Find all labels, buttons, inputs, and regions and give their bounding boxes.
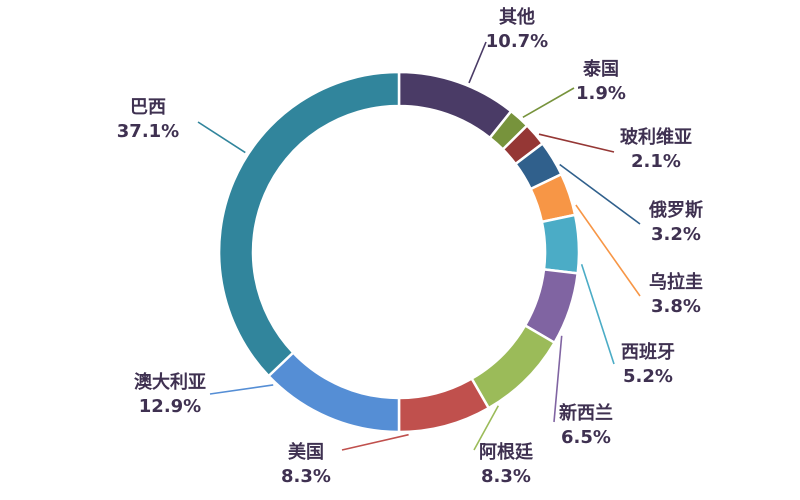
donut-slice — [217, 70, 401, 378]
leader-line — [522, 87, 575, 118]
slice-name-label: 俄罗斯 — [648, 199, 703, 221]
donut-slices — [217, 70, 581, 434]
donut-slice — [397, 70, 513, 140]
leader-line — [209, 384, 274, 395]
slice-value-label: 1.9% — [576, 83, 626, 104]
slice-value-label: 8.3% — [281, 466, 331, 487]
leader-line — [580, 264, 615, 365]
leader-lines — [197, 41, 641, 451]
slice-name-label: 玻利维亚 — [620, 126, 692, 148]
leader-line — [575, 204, 641, 297]
slice-name-label: 美国 — [288, 441, 324, 463]
leader-line — [473, 405, 500, 451]
leader-line — [197, 121, 246, 154]
slice-name-label: 澳大利亚 — [134, 371, 206, 393]
slice-value-label: 8.3% — [481, 466, 531, 487]
slice-value-label: 5.2% — [623, 366, 673, 387]
slice-value-label: 37.1% — [117, 121, 179, 142]
donut-slice — [540, 213, 581, 275]
slice-value-label: 2.1% — [631, 151, 681, 172]
slice-name-label: 西班牙 — [621, 342, 675, 363]
slice-name-label: 乌拉圭 — [649, 271, 703, 293]
donut-slice — [397, 377, 490, 434]
slice-labels: 其他 10.7% 泰国 1.9% 玻利维亚 2.1% 俄罗斯 3.2% 乌拉圭 3.8% 西班牙 5.… — [117, 6, 703, 487]
slice-name-label: 泰国 — [582, 58, 619, 80]
slice-value-label: 3.2% — [651, 224, 701, 245]
donut-slice — [267, 351, 401, 434]
leader-line — [559, 163, 641, 225]
slice-name-label: 阿根廷 — [479, 441, 534, 463]
donut-slice — [470, 324, 556, 410]
leader-line — [538, 133, 615, 153]
slice-value-label: 12.9% — [139, 396, 201, 417]
slice-name-label: 其他 — [499, 6, 535, 28]
leader-line — [468, 41, 487, 84]
leader-line — [341, 433, 409, 451]
slice-value-label: 10.7% — [486, 31, 548, 52]
slice-value-label: 3.8% — [651, 296, 701, 317]
slice-value-label: 6.5% — [561, 427, 611, 448]
slice-name-label: 巴西 — [130, 97, 166, 118]
slice-name-label: 新西兰 — [559, 402, 613, 424]
leader-line — [553, 335, 563, 423]
